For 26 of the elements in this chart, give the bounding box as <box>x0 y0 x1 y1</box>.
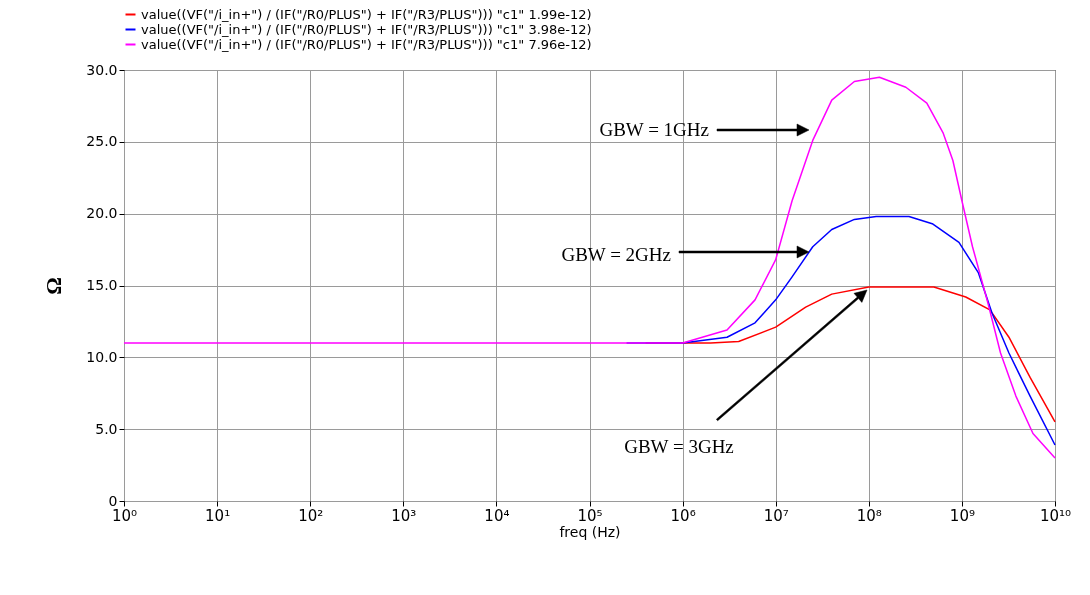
annotation: GBW = 2GHz <box>561 244 671 265</box>
y-tick-label: 5.0 <box>95 420 118 437</box>
x-tick-label: 10⁶ <box>670 506 696 525</box>
y-tick-label: 25.0 <box>86 133 118 150</box>
x-tick-label: 10² <box>298 506 324 525</box>
y-tick-label: 20.0 <box>86 205 118 222</box>
x-tick-label: 10⁰ <box>111 506 138 525</box>
x-tick-label: 10¹⁰ <box>1039 506 1072 525</box>
x-tick-label: 10⁷ <box>763 506 789 525</box>
legend-label: value((VF("/i_in+") / (IF("/R0/PLUS") + IF("/R3/PLUS"))) "c1" 7.96e-12) <box>141 36 592 52</box>
y-tick-label: 0 <box>108 492 118 509</box>
annotation: GBW = 3GHz <box>624 436 734 457</box>
legend-label: value((VF("/i_in+") / (IF("/R0/PLUS") + IF("/R3/PLUS"))) "c1" 3.98e-12) <box>141 21 592 37</box>
x-tick-label: 10⁵ <box>577 506 603 525</box>
legend-label: value((VF("/i_in+") / (IF("/R0/PLUS") + IF("/R3/PLUS"))) "c1" 1.99e-12) <box>141 6 592 22</box>
y-tick-label: 15.0 <box>86 277 118 293</box>
x-tick-label: 10⁴ <box>484 506 510 525</box>
annotation: GBW = 1GHz <box>599 119 709 140</box>
y-tick-label: 30.0 <box>86 61 118 78</box>
x-axis-title: freq (Hz) <box>559 523 621 540</box>
x-tick-label: 10⁹ <box>949 506 975 525</box>
y-axis-title: Ω <box>41 277 67 295</box>
y-tick-label: 10.0 <box>86 348 118 365</box>
x-tick-label: 10³ <box>391 506 417 525</box>
x-tick-label: 10¹ <box>205 506 231 525</box>
x-tick-label: 10⁸ <box>856 506 882 525</box>
